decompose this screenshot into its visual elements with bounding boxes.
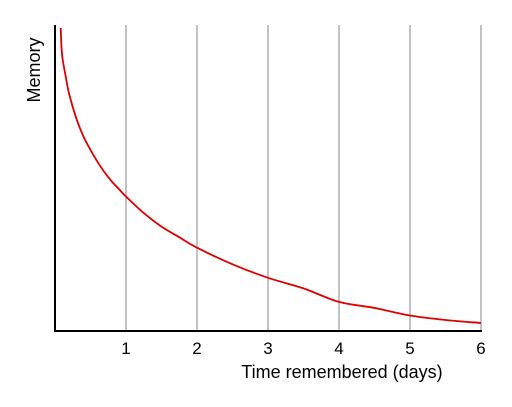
x-tick-label-2: 2 [192, 339, 201, 358]
axes [54, 25, 482, 332]
x-tick-label-3: 3 [263, 339, 272, 358]
series-group [59, 27, 482, 324]
x-tick-label-1: 1 [121, 339, 130, 358]
x-tick-label-6: 6 [476, 339, 485, 358]
series-line-0 [59, 27, 482, 324]
y-axis-label: Memory [24, 37, 44, 102]
grid-lines [125, 25, 482, 331]
x-tick-labels: 1 2 3 4 5 6 [121, 339, 485, 358]
x-axis-label: Time remembered (days) [241, 362, 442, 382]
x-tick-label-5: 5 [405, 339, 414, 358]
x-tick-label-4: 4 [334, 339, 343, 358]
